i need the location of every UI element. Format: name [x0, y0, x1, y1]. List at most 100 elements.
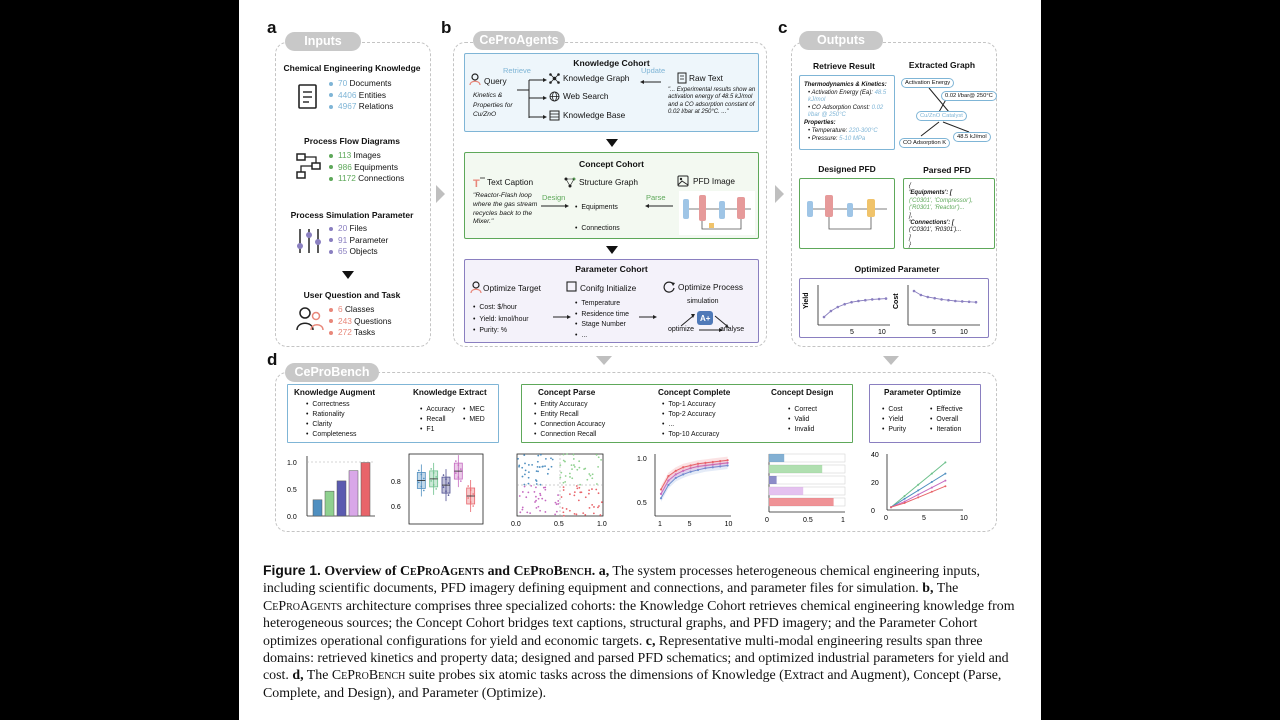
data-point [696, 462, 700, 465]
scatter-point [523, 483, 526, 486]
scatter-point [572, 458, 575, 460]
bench-item: Top-2 Accuracy [662, 410, 719, 420]
stat-number: 70 [338, 78, 348, 88]
data-point [864, 298, 867, 302]
image-icon [677, 175, 689, 187]
stat-label: Questions [354, 315, 392, 326]
knowledge-stats: 70 Documents 4406 Entities 4967 Relation… [329, 78, 393, 113]
x-tick-label: 10 [725, 521, 733, 528]
scatter-point [544, 488, 547, 491]
data-point [418, 481, 420, 484]
scatter-point [588, 506, 591, 509]
data-point [435, 488, 437, 490]
x-tick-label: 0.5 [803, 517, 813, 524]
optimize-target-label: Optimize Target [483, 283, 541, 293]
prop-item: • Temperature: 220-300°C [808, 128, 878, 134]
sim-input-title: Process Simulation Parameter [290, 210, 414, 220]
panel-arrow-down [883, 356, 899, 365]
series-line [660, 465, 728, 499]
scatter-point [579, 483, 581, 486]
data-point [445, 490, 447, 492]
data-point [917, 489, 920, 492]
data-point [472, 505, 474, 507]
stat-line: 4406 Entities [329, 90, 393, 102]
concept-item: Equipments [575, 197, 620, 218]
scatter-point [537, 470, 539, 473]
flow-diagram-icon [296, 153, 321, 179]
data-point [719, 459, 722, 463]
knowledge-bench-box: Knowledge Augment Correctness Rationalit… [287, 384, 499, 443]
query-label: Query [484, 76, 507, 86]
scatter-point [578, 466, 581, 469]
stat-number: 113 [338, 150, 352, 160]
scatter-point [562, 489, 565, 491]
data-point [667, 483, 670, 487]
outputs-pill: Outputs [799, 31, 883, 50]
caption-title: Overview of CeProAgents and CeProBench. [324, 564, 595, 579]
scatter-point [593, 506, 595, 508]
caption-b-pre: The [936, 581, 959, 597]
scatter-point [544, 457, 547, 460]
scatter-point [588, 473, 591, 475]
stat-line: 986 Equipments [329, 162, 404, 174]
caption-quote: "Reactor-Flash loop where the gas stream… [473, 192, 538, 226]
scatter-concept-parse: 0.0 0.5 1.0 [511, 453, 607, 528]
scatter-point [539, 492, 541, 495]
bench-item: Recall [420, 415, 455, 425]
bench-item: MED [463, 415, 484, 425]
scatter-point [573, 494, 576, 497]
y-tick-label: 1.0 [637, 456, 647, 463]
scatter-point [595, 488, 598, 491]
thermo-value: 0.02 l/bar @ 250°C [808, 105, 884, 119]
scatter-point [571, 477, 574, 480]
bar [324, 490, 335, 517]
bullet-dot [329, 249, 333, 254]
bench-item: Clarity [306, 420, 356, 430]
parameter-cohort-title: Parameter Cohort [575, 264, 648, 274]
scatter-point [539, 494, 542, 497]
retrieve-result-title: Retrieve Result [813, 61, 875, 71]
data-point [930, 472, 933, 475]
data-point [726, 461, 729, 464]
data-point [974, 300, 978, 304]
globe-icon [549, 91, 560, 102]
cost-axis-label: Cost [893, 293, 900, 309]
data-point [659, 488, 663, 491]
scatter-point [518, 495, 521, 497]
extracted-graph-title: Extracted Graph [908, 60, 976, 70]
data-point [930, 486, 933, 489]
bench-item: Entity Recall [534, 410, 605, 420]
x-tick-label: 10 [960, 515, 968, 522]
parsed-line: ('C0301', 'Compressor'), [909, 197, 973, 204]
data-point [457, 464, 460, 466]
bench-item: Top-10 Accuracy [662, 430, 719, 440]
pfd-input-title: Process Flow Diagrams [304, 136, 400, 146]
scatter-point [568, 472, 571, 475]
param-arrows [553, 315, 657, 319]
caption-name-a: CeProAgents [399, 564, 485, 579]
stat-label: Parameter [349, 234, 389, 245]
scatter-point [584, 514, 587, 516]
thermo-key: Activation Energy (Ea): [811, 90, 873, 96]
scatter-point [557, 500, 560, 502]
bar [769, 487, 804, 495]
retrieve-result-box: Thermodynamics & Kinetics: • Activation … [799, 75, 895, 150]
data-point [469, 501, 472, 503]
scatter-point [550, 465, 553, 468]
stat-label: Relations [358, 101, 394, 111]
data-point [689, 464, 692, 467]
scatter-point [523, 454, 526, 457]
scatter-point [578, 486, 581, 489]
bar [769, 454, 785, 462]
data-point [944, 461, 947, 464]
data-point [674, 473, 677, 476]
yield-axis-label: Yield [803, 293, 810, 309]
panel-letter-d: d [267, 350, 278, 369]
file-icon [677, 72, 687, 84]
caption-title-post: . [591, 564, 596, 579]
scatter-point [596, 483, 598, 485]
bench-item: Overall [930, 415, 963, 425]
bench-item: Purity [882, 425, 906, 435]
panel-arrow-right [775, 185, 784, 203]
scatter-point [597, 465, 599, 468]
